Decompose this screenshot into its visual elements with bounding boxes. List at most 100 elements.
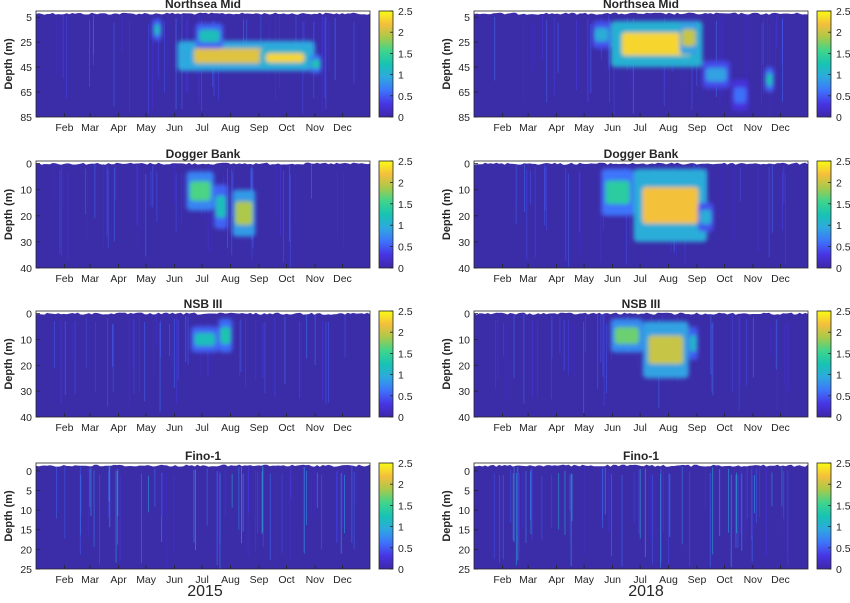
streak-mark <box>580 171 582 261</box>
streak-mark <box>248 467 249 514</box>
streak-mark <box>89 19 90 87</box>
streak-mark <box>311 476 313 514</box>
colorbar-tick-label: 2.5 <box>836 156 850 168</box>
streak-mark <box>600 170 602 263</box>
y-tick-label: 10 <box>458 185 470 197</box>
streak-mark <box>353 472 355 550</box>
streak-mark <box>355 471 357 504</box>
streak-mark <box>568 173 569 267</box>
streak-mark <box>106 166 108 237</box>
streak-mark <box>87 468 89 539</box>
streak-mark <box>156 171 158 222</box>
streak-mark <box>782 172 783 231</box>
y-tick-label: 25 <box>20 37 32 49</box>
streak-mark <box>517 471 519 535</box>
streak-mark <box>303 471 304 525</box>
streak-mark <box>217 467 219 557</box>
streak-mark <box>94 164 96 219</box>
streak-mark <box>669 474 671 537</box>
streak-mark <box>113 22 115 107</box>
streak-mark <box>513 467 515 543</box>
y-axis-label: Depth (m) <box>441 38 453 90</box>
streak-mark <box>741 473 743 551</box>
streak-mark <box>232 165 234 203</box>
streak-mark <box>87 168 88 239</box>
streak-mark <box>306 314 308 359</box>
y-tick-label: 40 <box>458 412 470 424</box>
x-tick-label: May <box>136 122 157 134</box>
x-tick-label: Nov <box>744 422 763 434</box>
streak-mark <box>161 475 163 517</box>
streak-mark <box>283 170 284 262</box>
streak-mark <box>752 317 754 378</box>
streak-mark <box>782 19 783 102</box>
y-tick-label: 10 <box>458 505 470 517</box>
streak-mark <box>289 174 291 268</box>
streak-mark <box>129 19 130 114</box>
heatmap-blob-core <box>220 327 231 344</box>
streak-mark <box>281 473 283 553</box>
panel-title: Fino-1 <box>623 449 659 463</box>
x-tick-label: Dec <box>771 273 790 285</box>
streak-mark <box>112 324 113 367</box>
streak-mark <box>337 469 338 545</box>
x-tick-label: Apr <box>110 122 127 134</box>
streak-mark <box>328 22 330 72</box>
streak-mark <box>145 173 147 257</box>
streak-mark <box>109 466 111 528</box>
y-tick-label: 15 <box>458 525 470 537</box>
colorbar-tick-label: 2 <box>398 327 404 339</box>
x-tick-label: Oct <box>278 122 294 134</box>
streak-mark <box>63 18 65 74</box>
heatmap-blob-core <box>733 87 747 103</box>
y-tick-label: 5 <box>464 485 470 497</box>
x-tick-label: Jun <box>604 273 621 285</box>
heatmap-blob-core <box>189 181 211 201</box>
x-tick-label: Mar <box>81 422 100 434</box>
x-tick-label: Aug <box>659 122 678 134</box>
streak-mark <box>85 168 86 215</box>
surface-mask <box>36 161 370 165</box>
streak-mark <box>515 473 517 566</box>
colorbar <box>816 310 832 418</box>
streak-mark <box>564 470 566 535</box>
x-tick-label: Apr <box>110 422 127 434</box>
streak-mark <box>754 475 755 514</box>
streak-mark <box>344 315 346 357</box>
streak-mark <box>137 164 139 253</box>
x-tick-label: Sep <box>688 422 707 434</box>
streak-mark <box>570 473 572 567</box>
axes-frame <box>35 462 371 570</box>
streak-mark <box>510 469 512 524</box>
y-tick-label: 15 <box>20 525 32 537</box>
streak-mark <box>114 165 116 201</box>
streak-mark <box>633 472 635 523</box>
streak-mark <box>141 473 142 564</box>
streak-mark <box>787 469 788 553</box>
heatmap-blob-core <box>235 201 253 225</box>
streak-mark <box>166 472 168 569</box>
colorbar-tick-label: 1 <box>836 220 842 232</box>
colorbar-tick-label: 0.5 <box>836 543 850 555</box>
streak-mark <box>55 20 57 77</box>
streak-mark <box>95 321 96 392</box>
streak-mark <box>660 473 661 568</box>
streak-mark <box>523 20 525 103</box>
streak-mark <box>67 170 69 261</box>
y-tick-label: 0 <box>464 466 470 478</box>
colorbar <box>378 462 394 570</box>
surface-mask <box>36 11 370 15</box>
streak-mark <box>112 324 114 393</box>
streak-mark <box>262 322 264 378</box>
streak-mark <box>336 470 338 543</box>
streak-mark <box>761 24 762 105</box>
x-tick-label: Aug <box>659 273 678 285</box>
colorbar-tick-label: 2.5 <box>836 6 850 18</box>
colorbar-tick-label: 2.5 <box>398 6 413 18</box>
streak-mark <box>231 474 233 508</box>
streak-mark <box>584 468 585 555</box>
colorbar-tick-label: 2 <box>398 27 404 39</box>
colorbar-tick-label: 2 <box>836 27 842 39</box>
